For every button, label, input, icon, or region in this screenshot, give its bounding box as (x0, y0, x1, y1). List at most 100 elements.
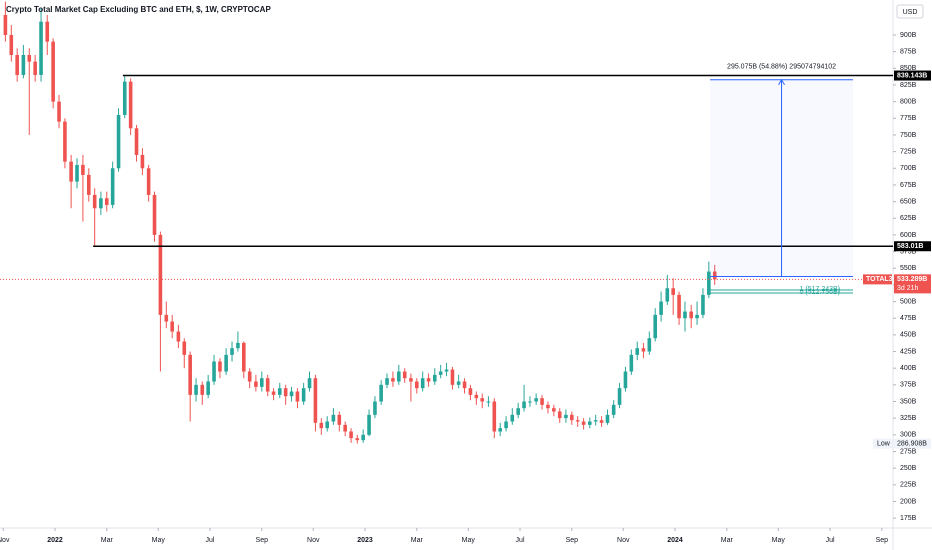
countdown: 3d 21h (897, 285, 919, 292)
candle-body (391, 378, 395, 382)
candle-body (683, 311, 687, 319)
candle-body (45, 21, 50, 42)
candle-body (570, 414, 574, 421)
candle-body (426, 378, 431, 382)
y-tick-label: 400B (900, 365, 917, 372)
candle-body (289, 391, 294, 397)
y-tick-label: 250B (900, 465, 917, 472)
candle-body (182, 341, 187, 355)
candle-body (540, 398, 544, 405)
candle-body (9, 34, 14, 55)
x-tick-label: Nov (307, 537, 320, 544)
low-value-label: 286.908B (897, 440, 927, 447)
y-tick-label: 275B (900, 448, 917, 455)
candle-body (224, 354, 228, 372)
y-tick-label: 325B (900, 415, 917, 422)
candle-body (504, 421, 508, 429)
candle-body (3, 14, 8, 35)
candle-body (51, 41, 55, 102)
y-tick-label: 550B (900, 265, 917, 272)
currency-button[interactable] (896, 4, 924, 19)
y-tick-label: 175B (900, 515, 917, 522)
candle-body (247, 371, 252, 382)
candle-body (468, 388, 473, 395)
y-tick-label: 500B (900, 298, 917, 305)
candle-body (254, 381, 258, 387)
candle-body (456, 381, 461, 385)
y-tick-label: 900B (900, 32, 917, 39)
candle-body (92, 194, 97, 209)
x-tick-label: Mar (721, 537, 734, 544)
x-tick-label: May (462, 537, 476, 544)
candle-body (361, 434, 365, 441)
y-tick-label: 750B (900, 132, 917, 139)
candle-body (134, 128, 139, 155)
candle-body (200, 384, 205, 395)
candle-body (236, 342, 240, 349)
measure-arrowhead (778, 78, 785, 86)
candle-body (230, 348, 234, 355)
candle-body (587, 421, 592, 425)
candle-body (343, 424, 347, 432)
candle-body (546, 404, 550, 409)
candle-body (414, 381, 419, 389)
last-price-box (894, 274, 931, 294)
fib-label: 1 (517.243B) (800, 286, 840, 293)
candle-body (623, 371, 628, 389)
candle-body (104, 198, 109, 205)
candle-body (116, 114, 121, 169)
candle-body (313, 378, 318, 423)
price-label-box (894, 241, 931, 252)
candle-body (15, 54, 19, 75)
candle-body (635, 348, 640, 355)
candle-body (438, 371, 443, 375)
y-tick-label: 650B (900, 198, 917, 205)
y-tick-label: 475B (900, 315, 917, 322)
y-tick-label: 350B (900, 398, 917, 405)
candle-body (373, 401, 377, 415)
x-tick-label: 2024 (667, 537, 683, 544)
candle-body (379, 384, 383, 402)
candle-body (665, 288, 670, 302)
y-tick-label: 575B (900, 248, 917, 255)
candle-body (212, 361, 216, 382)
y-tick-label: 725B (900, 148, 917, 155)
low-value-box (894, 438, 931, 449)
candle-body (557, 411, 562, 419)
y-tick-label: 375B (900, 382, 917, 389)
candle-body (21, 54, 26, 75)
candle-body (81, 164, 85, 175)
y-tick-label: 700B (900, 165, 917, 172)
price-label-box (894, 70, 931, 81)
candle-body (176, 331, 181, 342)
candle-body (307, 378, 312, 389)
candle-body (617, 388, 622, 405)
candle-body (498, 428, 502, 432)
candle-body (164, 314, 169, 322)
candle-body (677, 294, 681, 319)
x-tick-label: May (772, 537, 786, 544)
candle-body (486, 401, 491, 403)
candle-body (462, 381, 467, 389)
candle-body (110, 168, 115, 205)
x-tick-label: 2022 (47, 537, 63, 544)
last-price-label: 533.289B (897, 276, 927, 283)
price-label: 583.01B (897, 243, 923, 250)
candle-body (575, 420, 580, 422)
candle-body (128, 81, 133, 129)
candle-body (647, 338, 652, 352)
candle-body (295, 391, 300, 402)
x-tick-label: Sep (876, 537, 889, 544)
candle-body (474, 394, 479, 399)
candle-body (450, 369, 455, 385)
y-tick-label: 675B (900, 182, 917, 189)
currency[interactable]: USD (903, 9, 918, 16)
candle-body (671, 288, 675, 295)
plot-area (0, 1, 893, 444)
y-tick-label: 425B (900, 348, 917, 355)
candle-body (522, 401, 526, 409)
x-tick-label: Jul (826, 537, 835, 544)
candle-body (99, 198, 103, 209)
candle-body (218, 361, 222, 372)
